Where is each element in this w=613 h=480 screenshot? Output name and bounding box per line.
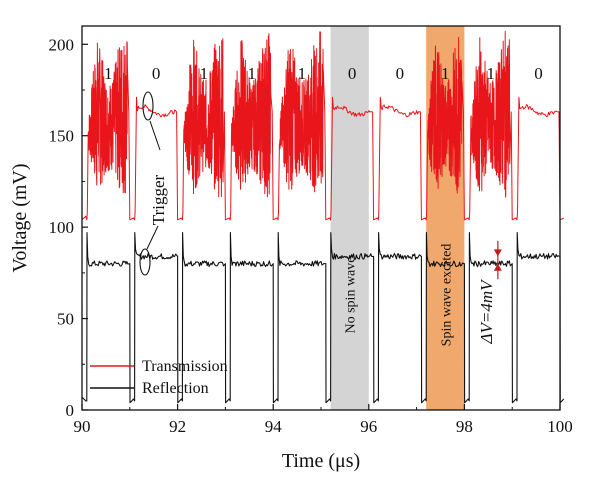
shaded-region-label-1: Spin wave excited [439, 244, 454, 347]
x-axis-label: Time (μs) [282, 450, 360, 472]
x-tick-label-3: 96 [360, 417, 377, 436]
y-axis-label: Voltage (mV) [9, 163, 31, 272]
trigger-ellipse-bottom [139, 248, 151, 276]
bit-label-7: 1 [441, 64, 450, 83]
y-tick-label-4: 200 [49, 35, 75, 54]
traces [81, 30, 565, 404]
bit-label-5: 0 [348, 64, 357, 83]
bit-label-9: 0 [534, 64, 543, 83]
series-reflection-line [81, 232, 565, 404]
delta-v-annotation: ΔV=4mV [477, 240, 502, 345]
legend-reflection-label: Reflection [142, 380, 209, 397]
delta-v-arrow-top [493, 249, 502, 257]
x-tick-label-4: 98 [456, 417, 473, 436]
trigger-ellipse-top [142, 91, 154, 121]
bit-label-8: 1 [486, 64, 495, 83]
trigger-arrow-top [149, 120, 161, 151]
y-tick-label-2: 100 [49, 218, 75, 237]
bit-label-3: 1 [247, 64, 256, 83]
bit-label-1: 0 [152, 64, 161, 83]
shaded-region-label-0: No spin wave [344, 257, 359, 334]
x-tick-label-0: 90 [74, 417, 91, 436]
legend: Transmission Reflection [90, 358, 228, 397]
trigger-annotation: Trigger [139, 91, 168, 276]
series-transmission-line [81, 30, 565, 221]
bit-label-0: 1 [104, 64, 113, 83]
x-tick-label-5: 100 [547, 417, 573, 436]
x-tick-label-1: 92 [169, 417, 186, 436]
y-tick-label-0: 0 [66, 401, 75, 420]
y-tick-label-1: 50 [57, 310, 74, 329]
delta-v-arrow-bottom [493, 263, 502, 271]
legend-transmission-label: Transmission [142, 358, 228, 375]
bit-label-6: 0 [396, 64, 405, 83]
shaded-region-0 [330, 26, 369, 410]
bit-label-4: 1 [298, 64, 307, 83]
delta-v-label: ΔV=4mV [477, 278, 496, 345]
bit-label-2: 1 [200, 64, 209, 83]
shaded-regions: No spin wave Spin wave excited [330, 26, 465, 410]
y-tick-label-3: 150 [49, 127, 75, 146]
trigger-arrow-bottom [146, 225, 159, 250]
trigger-label: Trigger [149, 174, 168, 225]
bit-labels: 1 0 1 1 1 0 0 1 1 0 [104, 64, 543, 83]
x-tick-label-2: 94 [265, 417, 283, 436]
